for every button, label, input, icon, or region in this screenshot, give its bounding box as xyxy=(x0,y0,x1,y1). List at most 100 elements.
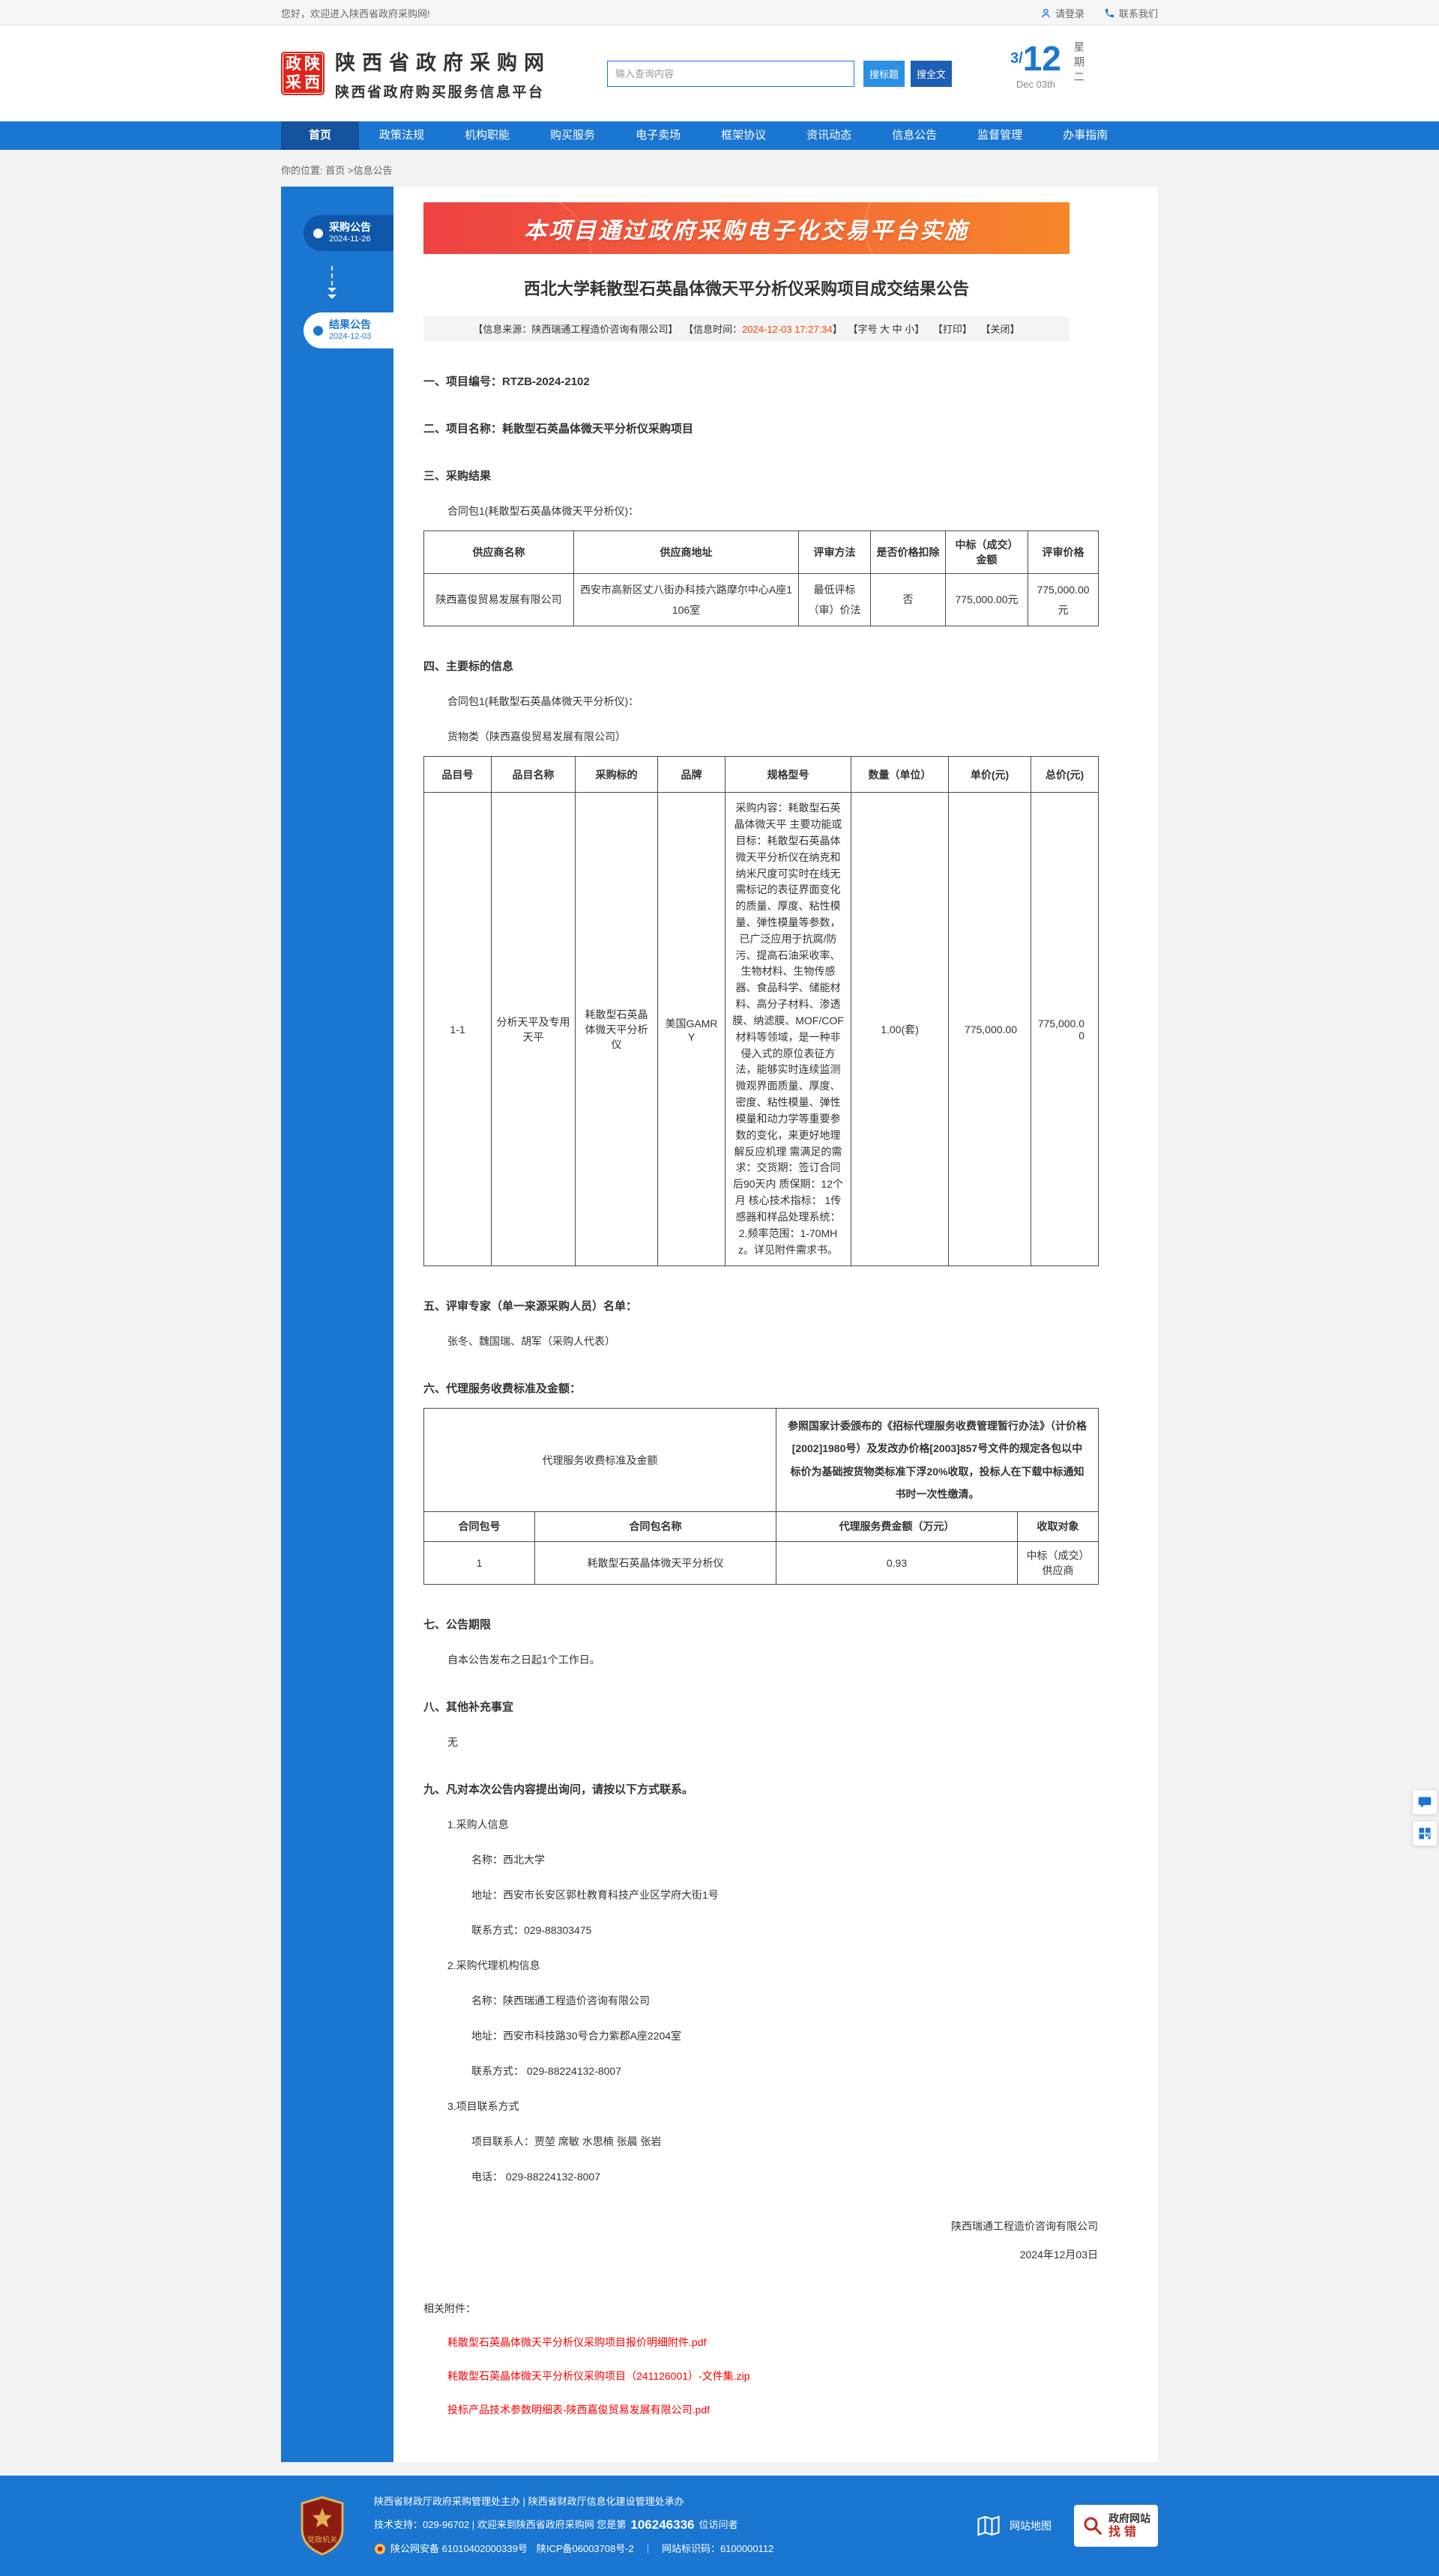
table-cell: 陕西嘉俊贸易发展有限公司 xyxy=(423,572,574,627)
category-line: 货物类（陕西嘉俊贸易发展有限公司） xyxy=(447,731,626,743)
signature-block: 陕西瑞通工程造价咨询有限公司 2024年12月03日 xyxy=(423,2219,1098,2262)
nav-item-emall[interactable]: 电子卖场 xyxy=(636,129,681,142)
table-header-cell: 品目号 xyxy=(423,756,492,793)
footer-support-line: 技术支持：029-96702 | 欢迎来到陕西省政府采购网 您是第 xyxy=(374,2518,627,2530)
project-contact-person: 项目联系人：贾堃 席敏 水思楠 张晨 张岩 xyxy=(471,2135,662,2147)
table-cell: 1 xyxy=(423,1541,535,1585)
meta-timestamp: 2024-12-03 17:27:34 xyxy=(742,324,833,335)
table-header-cell: 采购标的 xyxy=(575,756,658,793)
visitor-count: 106246336 xyxy=(630,2517,695,2532)
table-header-cell: 总价(元) xyxy=(1031,756,1099,793)
print-button[interactable]: 【打印】 xyxy=(932,324,972,335)
table-cell: 775,000.00元 xyxy=(945,572,1028,627)
sitemap-link[interactable]: 网站地图 xyxy=(975,2512,1052,2539)
search-bar: 搜标题 搜全文 xyxy=(607,60,952,87)
table-cell: 最低评标（审）价法 xyxy=(798,572,871,627)
breadcrumb-current-link[interactable]: 信息公告 xyxy=(353,165,393,176)
nav-item-framework[interactable]: 框架协议 xyxy=(721,129,767,142)
step-result-notice[interactable]: 结果公告 2024-12-03 xyxy=(304,312,393,348)
breadcrumb-home-link[interactable]: 首页 xyxy=(325,165,346,176)
login-label: 请登录 xyxy=(1055,7,1084,19)
nav-item-policy[interactable]: 政策法规 xyxy=(379,129,425,142)
table-header-cell: 品牌 xyxy=(657,756,725,793)
table-header-cell: 供应商名称 xyxy=(423,530,574,574)
close-button[interactable]: 【关闭】 xyxy=(980,324,1020,335)
qrcode-icon xyxy=(1419,1827,1431,1839)
greeting-text: 您好，欢迎进入陕西省政府采购网! xyxy=(281,7,430,19)
security-badge-icon xyxy=(375,2543,385,2554)
nav-item-guide[interactable]: 办事指南 xyxy=(1063,129,1108,142)
nav-item-home[interactable]: 首页 xyxy=(281,121,360,150)
meta-time-bracket: 】 xyxy=(832,324,842,335)
attachment-link[interactable]: 耗散型石英晶体微天平分析仪采购项目报价明细附件.pdf xyxy=(447,2335,707,2348)
user-icon xyxy=(1041,8,1051,17)
top-utility-bar: 您好，欢迎进入陕西省政府采购网! 请登录 联系我们 xyxy=(0,0,1439,25)
attachment-link[interactable]: 投标产品技术参数明细表-陕西嘉俊贸易发展有限公司.pdf xyxy=(447,2403,711,2416)
step-procurement-notice[interactable]: 采购公告 2024-11-26 xyxy=(304,215,393,251)
announcement-card: 本项目通过政府采购电子化交易平台实施 西北大学耗散型石英晶体微天平分析仪采购项目… xyxy=(393,187,1158,2462)
find-error-subtitle: 找错 xyxy=(1108,2525,1141,2539)
table-cell: 耗散型石英晶体微天平分析仪 xyxy=(534,1541,776,1585)
search-fulltext-button[interactable]: 搜全文 xyxy=(911,60,952,87)
nav-item-supervision[interactable]: 监督管理 xyxy=(977,129,1023,142)
date-day: 3/ xyxy=(1010,50,1023,67)
table-cell: 耗散型石英晶体微天平分析仪 xyxy=(575,792,658,1267)
customer-service-icon xyxy=(1418,1797,1432,1808)
magnifier-icon xyxy=(1084,2517,1102,2536)
meta-source: 【信息来源：陕西瑞通工程造价咨询有限公司】 xyxy=(473,324,678,335)
platform-banner: 本项目通过政府采购电子化交易平台实施 xyxy=(423,202,1070,254)
beian-security-link[interactable]: 陕公网安备 61010402000339号 xyxy=(390,2543,528,2555)
nav-item-announcements[interactable]: 信息公告 xyxy=(892,129,938,142)
contact-link[interactable]: 联系我们 xyxy=(1104,6,1158,20)
site-subtitle: 陕西省政府购买服务信息平台 xyxy=(335,84,545,100)
spec-cell: 采购内容：耗散型石英晶体微天平 主要功能或目标：耗散型石英晶体微天平分析仪在纳克… xyxy=(725,792,851,1267)
table-header-row: 供应商名称 供应商地址 评审方法 是否价格扣除 中标（成交）金额 评审价格 xyxy=(423,530,1099,574)
nav-item-purchase-service[interactable]: 购买服务 xyxy=(550,129,596,142)
breadcrumb-label: 你的位置: xyxy=(281,165,323,176)
font-size-control[interactable]: 【字号 大 中 小】 xyxy=(848,324,925,335)
table-row: 1-1 分析天平及专用天平 耗散型石英晶体微天平分析仪 美国GAMRY 采购内容… xyxy=(423,792,1099,1267)
notice-period-line: 自本公告发布之日起1个工作日。 xyxy=(447,1653,600,1666)
beian-icp-link[interactable]: 陕ICP备06003708号-2 xyxy=(536,2543,634,2555)
sitemap-icon xyxy=(977,2515,1000,2536)
login-link[interactable]: 请登录 xyxy=(1040,6,1084,20)
nav-item-news[interactable]: 资讯动态 xyxy=(806,129,852,142)
purchaser-heading: 1.采购人信息 xyxy=(447,1818,509,1830)
site-logo[interactable]: 政 陕 采 西 xyxy=(281,52,325,95)
table-cell: 中标（成交）供应商 xyxy=(1017,1541,1099,1585)
package-line: 合同包1(耗散型石英晶体微天平分析仪)： xyxy=(447,505,639,517)
section-3-heading: 三、采购结果 xyxy=(423,470,492,483)
attachment-link[interactable]: 耗散型石英晶体微天平分析仪采购项目（241126001）-文件集.zip xyxy=(447,2369,750,2382)
search-title-button[interactable]: 搜标题 xyxy=(863,60,905,87)
signature-org: 陕西瑞通工程造价咨询有限公司 xyxy=(951,2219,1098,2232)
table-cell: 0.93 xyxy=(776,1541,1018,1585)
qrcode-button[interactable] xyxy=(1412,1821,1438,1846)
result-table: 供应商名称 供应商地址 评审方法 是否价格扣除 中标（成交）金额 评审价格 陕西… xyxy=(423,530,1099,627)
footer-separator: ｜ xyxy=(642,2543,653,2555)
table-cell: 美国GAMRY xyxy=(657,792,725,1267)
table-cell: 分析天平及专用天平 xyxy=(491,792,576,1267)
agency-fee-table: 代理服务收费标准及金额 参照国家计委颁布的《招标代理服务收费管理暂行办法》（计价… xyxy=(423,1408,1099,1585)
table-header-cell: 供应商地址 xyxy=(573,530,799,574)
step-label: 采购公告 xyxy=(329,221,371,234)
unit-price-cell: 775,000.00 xyxy=(948,792,1031,1267)
project-contact-tel: 电话： 029-88224132-8007 xyxy=(471,2170,601,2183)
purchaser-address: 地址：西安市长安区郭杜教育科技产业区学府大街1号 xyxy=(471,1888,719,1901)
section-4-heading: 四、主要标的信息 xyxy=(423,660,514,674)
search-input[interactable] xyxy=(607,60,854,87)
customer-service-button[interactable] xyxy=(1412,1789,1438,1815)
gov-emblem-icon: 党政机关 xyxy=(301,2496,344,2556)
phone-icon xyxy=(1105,8,1114,17)
table-header-cell: 代理服务费金额（万元） xyxy=(776,1511,1018,1542)
find-error-title: 政府网站 xyxy=(1108,2512,1150,2524)
date-month: 12 xyxy=(1022,39,1061,78)
nav-item-functions[interactable]: 机构职能 xyxy=(465,129,510,142)
agency-address: 地址：西安市科技路30号合力紫郡A座2204室 xyxy=(471,2029,682,2042)
total-price-cell: 775,000.00 xyxy=(1031,792,1099,1267)
attachments-label: 相关附件： xyxy=(423,2302,476,2315)
table-header-cell: 合同包名称 xyxy=(534,1511,776,1542)
site-error-report-badge[interactable]: 政府网站 找错 xyxy=(1074,2504,1158,2547)
table-header-cell: 评审方法 xyxy=(798,530,871,574)
main-nav: 首页 政策法规 机构职能 购买服务 电子卖场 框架协议 资讯动态 信息公告 监督… xyxy=(0,121,1439,150)
